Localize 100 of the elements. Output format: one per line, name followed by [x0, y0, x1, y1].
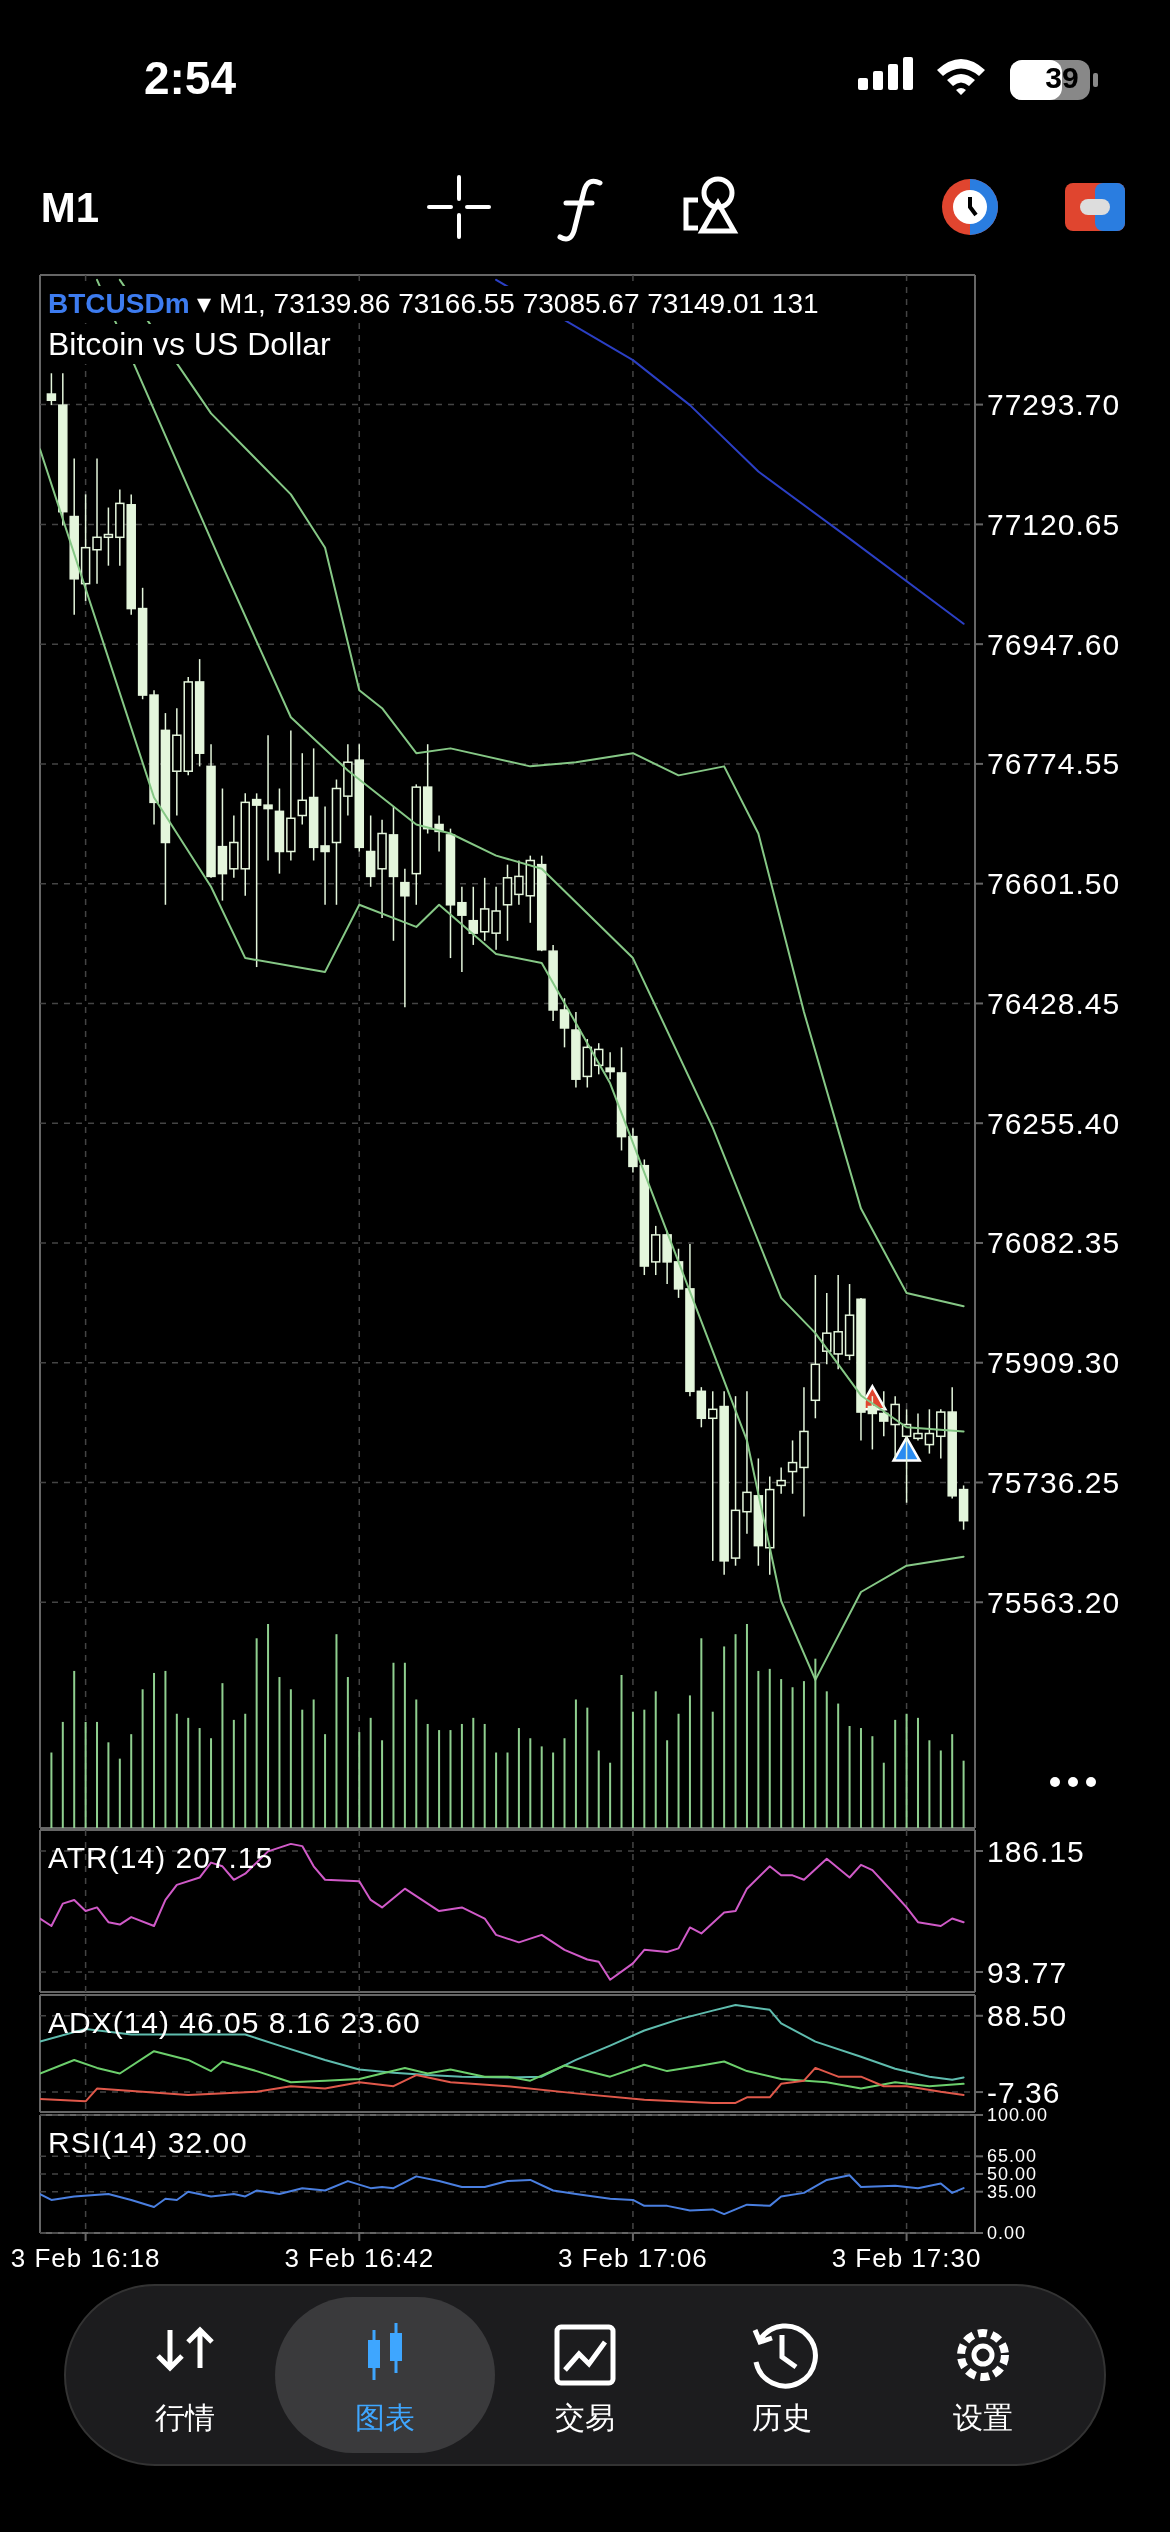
bar: [198, 1728, 201, 1828]
bar: [267, 1624, 270, 1828]
chart-title: RSI(14) 32.00: [48, 2126, 248, 2159]
bar: [244, 1713, 247, 1828]
bar: [278, 1677, 281, 1828]
bar: [529, 1738, 532, 1828]
bar: [301, 1709, 304, 1828]
bar: [700, 1638, 703, 1828]
bar: [825, 1691, 828, 1828]
text: 交易: [555, 2401, 615, 2434]
text: 2:54: [143, 52, 237, 104]
bar: [346, 1677, 349, 1828]
y-tick-label: 75563.20: [987, 1585, 1121, 1619]
bar: [289, 1689, 292, 1828]
bar: [711, 1711, 714, 1828]
bar: [369, 1717, 372, 1828]
bar: [666, 1740, 669, 1828]
x-tick-label: 3 Feb 17:06: [558, 2243, 708, 2273]
bar: [164, 1670, 167, 1828]
y-tick-label: 186.15: [987, 1834, 1085, 1868]
x-tick-label: 3 Feb 16:42: [284, 2243, 435, 2273]
y-tick-label: 35.00: [987, 2181, 1038, 2202]
bar: [574, 1699, 577, 1828]
bar: [73, 1670, 76, 1828]
bar: [153, 1672, 156, 1828]
text: M1: [40, 184, 100, 231]
bar: [483, 1723, 486, 1828]
y-tick-label: 76428.45: [987, 986, 1121, 1020]
text: 设置: [953, 2401, 1013, 2434]
bar: [460, 1723, 463, 1828]
bar: [848, 1726, 851, 1828]
text: 39: [1045, 61, 1079, 94]
bar: [324, 1734, 327, 1828]
y-tick-label: 75736.25: [987, 1465, 1121, 1499]
bar: [438, 1730, 441, 1828]
bar: [540, 1746, 543, 1828]
y-tick-label: 77293.70: [987, 388, 1121, 422]
bar: [609, 1762, 612, 1828]
y-tick-label: 77120.65: [987, 507, 1121, 541]
y-tick-label: 76255.40: [987, 1106, 1121, 1140]
bar: [757, 1670, 760, 1828]
y-tick-label: 93.77: [987, 1955, 1068, 1989]
bar: [552, 1752, 555, 1828]
bar: [141, 1689, 144, 1828]
x-tick-label: 3 Feb 16:18: [10, 2243, 161, 2273]
bar: [905, 1713, 908, 1828]
bar: [791, 1687, 794, 1828]
bar: [335, 1634, 338, 1828]
bar: [96, 1721, 99, 1828]
bar: [495, 1752, 498, 1828]
bar: [951, 1734, 954, 1828]
y-tick-label: 76947.60: [987, 627, 1121, 661]
bar: [643, 1709, 646, 1828]
y-tick-label: 50.00: [987, 2164, 1038, 2184]
bar: [837, 1703, 840, 1828]
bar: [130, 1734, 133, 1828]
bar: [882, 1762, 885, 1828]
bar: [871, 1736, 874, 1828]
bar: [392, 1662, 395, 1828]
y-tick-label: 65.00: [987, 2146, 1038, 2167]
bar: [50, 1752, 53, 1828]
bar: [210, 1738, 213, 1828]
bar: [61, 1721, 64, 1828]
bar: [506, 1752, 509, 1828]
bar: [734, 1634, 737, 1828]
bar: [859, 1728, 862, 1828]
y-tick-label: 88.50: [987, 1999, 1068, 2033]
text: BTCUSDm ▾ M1, 73139.86 73166.55 73085.67 73149.01 131: [48, 288, 819, 319]
bar: [597, 1750, 600, 1828]
bar: [962, 1760, 965, 1828]
bar: [563, 1738, 566, 1828]
bar: [381, 1740, 384, 1828]
bar: [118, 1758, 121, 1828]
bar: [768, 1668, 771, 1828]
bar: [723, 1646, 726, 1828]
bar: [232, 1719, 235, 1828]
bar: [677, 1713, 680, 1828]
bar: [449, 1730, 452, 1828]
bar: [358, 1732, 361, 1828]
bar: [84, 1721, 87, 1828]
bar: [221, 1683, 224, 1828]
y-tick-label: 76082.35: [987, 1226, 1121, 1260]
y-tick-label: 75909.30: [987, 1346, 1121, 1380]
text: Bitcoin vs US Dollar: [48, 326, 332, 362]
text: 图表: [355, 2401, 415, 2434]
text: 历史: [752, 2401, 812, 2434]
bar: [894, 1719, 897, 1828]
bar: [802, 1681, 805, 1828]
bar: [312, 1699, 315, 1828]
text: 行情: [155, 2401, 215, 2434]
bar: [916, 1717, 919, 1828]
bar: [472, 1717, 475, 1828]
bar: [928, 1740, 931, 1828]
bar: [745, 1624, 748, 1828]
bar: [175, 1713, 178, 1828]
y-tick-label: 76774.55: [987, 747, 1121, 781]
x-tick-label: 3 Feb 17:30: [831, 2243, 982, 2273]
y-tick-label: 76601.50: [987, 867, 1121, 901]
bar: [426, 1723, 429, 1828]
chart-title: ADX(14) 46.05 8.16 23.60: [48, 2006, 421, 2039]
